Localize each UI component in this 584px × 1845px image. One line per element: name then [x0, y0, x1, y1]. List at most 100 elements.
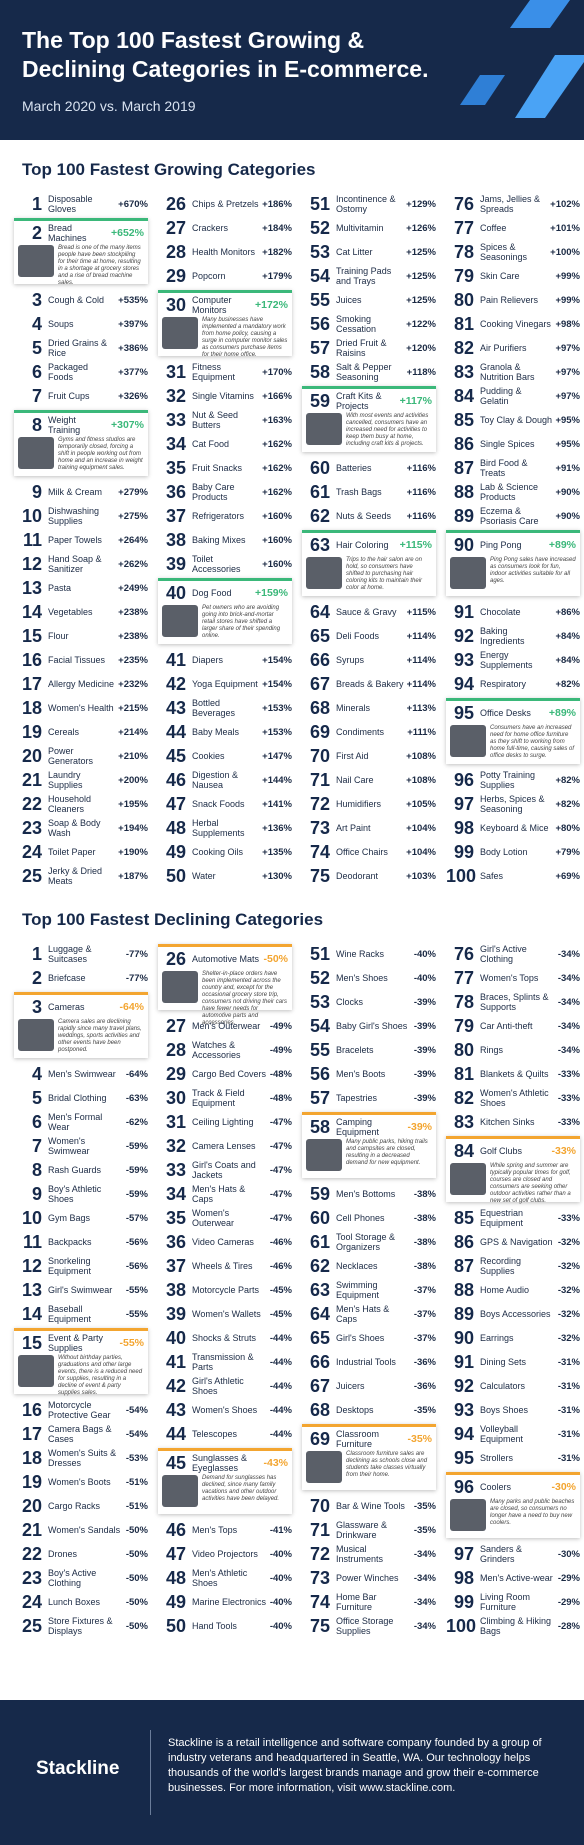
footer-text: Stackline is a retail intelligence and s…	[168, 1737, 542, 1794]
card-body: Without birthday parties, graduations an…	[14, 1355, 148, 1401]
rank: 87	[453, 457, 474, 478]
category-item: 14 Baseball Equipment -55%	[14, 1302, 148, 1326]
change: +238%	[118, 630, 148, 642]
category-item: 30 Track & Field Equipment -48%	[158, 1086, 292, 1110]
rank: 69	[309, 1428, 330, 1449]
rank: 6	[31, 361, 42, 382]
rank: 48	[165, 817, 186, 838]
category-name: Rings	[480, 1045, 504, 1055]
rank: 23	[21, 1567, 42, 1588]
rank: 34	[165, 433, 186, 454]
category-name: Fitness Equipment	[192, 362, 236, 382]
category-item: 71 Glassware & Drinkware -35%	[302, 1518, 436, 1542]
product-image	[306, 557, 342, 589]
category-item: 24 Lunch Boxes -50%	[14, 1590, 148, 1614]
category-item: 25 Store Fixtures & Displays -50%	[14, 1614, 148, 1638]
category-name: Deli Foods	[336, 631, 380, 641]
change: +116%	[406, 486, 436, 498]
card-head: 8 Weight Training +307%	[14, 413, 148, 437]
change: -50%	[125, 1548, 148, 1560]
category-item: 43 Bottled Beverages +153%	[158, 696, 292, 720]
category-item: 36 Baby Care Products +162%	[158, 480, 292, 504]
card-body: While spring and summer are typically po…	[446, 1163, 580, 1209]
change: +170%	[262, 366, 292, 378]
change: -44%	[269, 1428, 292, 1440]
category-item: 89 Boys Accessories -32%	[446, 1302, 580, 1326]
rank: 44	[165, 721, 186, 742]
category-name: Dried Fruit & Raisins	[336, 338, 387, 358]
category-item: 87 Recording Supplies -32%	[446, 1254, 580, 1278]
category-name: Bridal Clothing	[48, 1093, 107, 1103]
rank: 91	[453, 601, 474, 622]
rank: 87	[453, 1255, 474, 1276]
category-name: Home Audio	[480, 1285, 530, 1295]
category-item: 49 Cooking Oils +135%	[158, 840, 292, 864]
category-item: 23 Boy's Active Clothing -50%	[14, 1566, 148, 1590]
rank: 2	[31, 967, 42, 988]
category-item: 60 Batteries +116%	[302, 456, 436, 480]
change: -56%	[125, 1260, 148, 1272]
category-name: Pudding & Gelatin	[480, 386, 522, 406]
change: -47%	[269, 1164, 292, 1176]
category-name: Ceiling Lighting	[192, 1117, 254, 1127]
category-item: 66 Syrups +114%	[302, 648, 436, 672]
rank: 24	[21, 1591, 42, 1612]
rank: 7	[31, 385, 42, 406]
change: +82%	[555, 798, 580, 810]
change: +104%	[406, 846, 436, 858]
change: +232%	[118, 678, 148, 690]
rank: 85	[453, 409, 474, 430]
change: +104%	[406, 822, 436, 834]
rank: 77	[453, 217, 474, 238]
change: -38%	[413, 1236, 436, 1248]
change: -55%	[119, 1337, 144, 1349]
change: -59%	[125, 1188, 148, 1200]
category-name: Boys Accessories	[480, 1309, 551, 1319]
rank: 67	[309, 673, 330, 694]
category-name: Energy Supplements	[480, 650, 533, 670]
rank: 60	[309, 1207, 330, 1228]
category-item: 55 Juices +125%	[302, 288, 436, 312]
change: +200%	[118, 774, 148, 786]
change: -40%	[269, 1548, 292, 1560]
category-item: 16 Facial Tissues +235%	[14, 648, 148, 672]
title: The Top 100 Fastest Growing & Declining …	[22, 27, 429, 82]
category-name: Boy's Active Clothing	[48, 1568, 97, 1588]
note: Demand for sunglasses has declined, sinc…	[202, 1475, 280, 1502]
category-name: Men's Bottoms	[336, 1189, 396, 1199]
category-item: 28 Watches & Accessories -49%	[158, 1038, 292, 1062]
category-item: 50 Hand Tools -40%	[158, 1614, 292, 1638]
category-name: Classroom Furniture	[336, 1429, 380, 1449]
category-item: 28 Health Monitors +182%	[158, 240, 292, 264]
category-item: 29 Popcorn +179%	[158, 264, 292, 288]
category-name: Power Generators	[48, 746, 94, 766]
rank: 37	[165, 505, 186, 526]
change: +108%	[406, 750, 436, 762]
rank: 9	[31, 481, 42, 502]
note: Classroom furniture sales are declining …	[346, 1451, 428, 1478]
category-item: 54 Training Pads and Trays +125%	[302, 264, 436, 288]
change: +125%	[406, 294, 436, 306]
card-head: 84 Golf Clubs -33%	[446, 1139, 580, 1163]
change: -40%	[269, 1572, 292, 1584]
rank: 18	[21, 697, 42, 718]
category-item: 65 Girl's Shoes -37%	[302, 1326, 436, 1350]
category-item: 82 Women's Athletic Shoes -33%	[446, 1086, 580, 1110]
category-name: Jams, Jellies & Spreads	[480, 194, 541, 214]
category-item: 61 Trash Bags +116%	[302, 480, 436, 504]
category-name: Smoking Cessation	[336, 314, 377, 334]
note: Many parks and public beaches are closed…	[490, 1499, 575, 1526]
section-title: Top 100 Fastest Growing Categories	[22, 160, 316, 179]
subtitle: March 2020 vs. March 2019	[22, 98, 196, 114]
change: +95%	[555, 438, 580, 450]
category-name: Fruit Snacks	[192, 463, 243, 473]
note: Pet owners who are avoiding going into b…	[202, 605, 281, 639]
change: -33%	[557, 1116, 580, 1128]
rank: 61	[309, 481, 330, 502]
rank: 4	[31, 313, 42, 334]
rank: 27	[165, 1015, 186, 1036]
category-name: Yoga Equipment	[192, 679, 258, 689]
category-name: Single Vitamins	[192, 391, 254, 401]
rank: 26	[165, 948, 186, 969]
change: -48%	[269, 1068, 292, 1080]
